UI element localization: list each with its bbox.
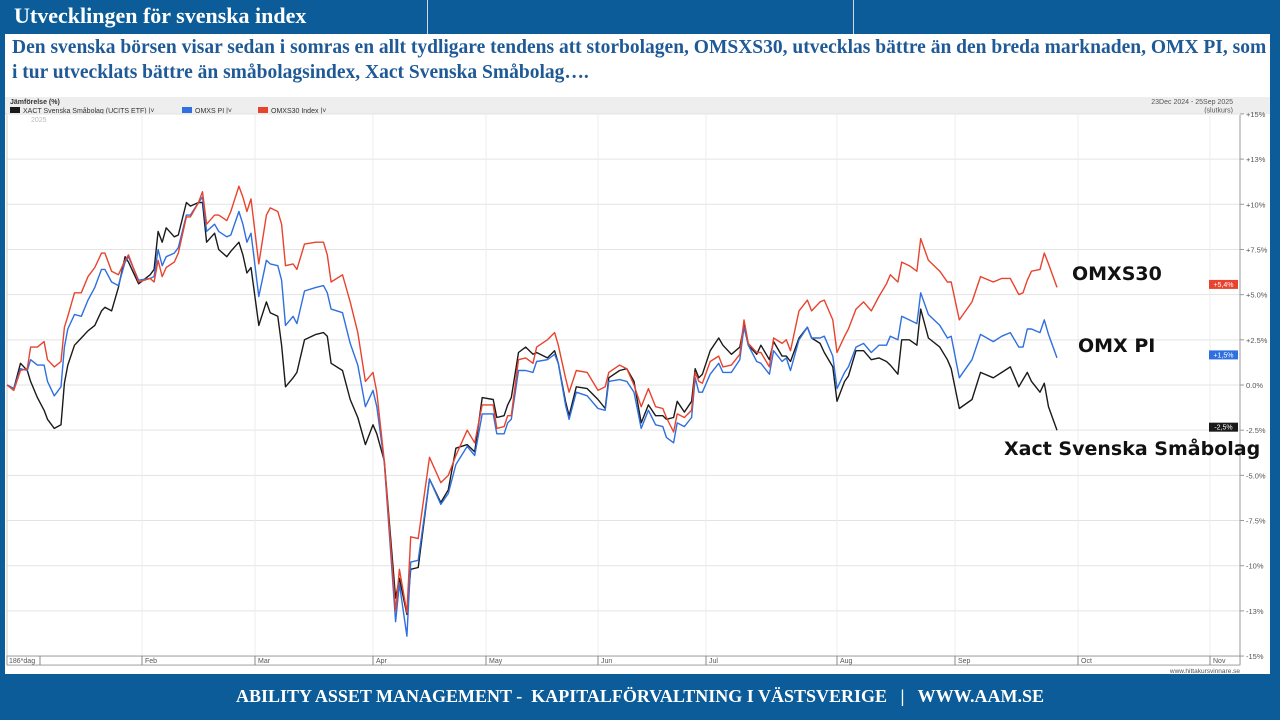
x-tick-label: May <box>489 658 503 665</box>
title-bar: Utvecklingen för svenska index <box>0 0 1280 34</box>
subtitle-area: Den svenska börsen visar sedan i somras … <box>5 34 1270 97</box>
series-line-2 <box>6 185 1058 614</box>
last-value-label: -2,5% <box>1214 425 1232 432</box>
y-tick-label: +5.0% <box>1246 291 1268 300</box>
line-chart: Jämförelse (%) 2025 23Dec 2024 - 25Sep 202… <box>5 97 1270 674</box>
series-line-0 <box>6 201 1058 616</box>
last-value-badge <box>1209 422 1238 432</box>
y-tick-label: -13% <box>1246 607 1264 616</box>
y-tick-label: +15% <box>1246 110 1266 119</box>
y-tick-label: -2.5% <box>1246 426 1266 435</box>
subtitle-text: Den svenska börsen visar sedan i somras … <box>12 37 1267 83</box>
title-divider <box>427 0 428 34</box>
period-days-label: 186*dag <box>9 658 35 665</box>
x-tick-label: Nov <box>1213 658 1226 665</box>
y-tick-label: +7.5% <box>1246 245 1268 254</box>
slide-title: Utvecklingen för svenska index <box>14 3 307 28</box>
legend-swatch <box>182 107 192 113</box>
x-tick-label: Sep <box>958 658 971 665</box>
x-axis-bar <box>6 655 1241 666</box>
series-line-1 <box>6 196 1058 637</box>
chart-title: Jämförelse (%) <box>10 99 60 106</box>
x-tick-label: Oct <box>1081 658 1092 665</box>
y-tick-label: -15% <box>1246 652 1264 661</box>
annotation-xact: Xact Svenska Småbolag <box>1004 438 1261 460</box>
x-tick-label: Apr <box>376 658 388 665</box>
source-label: www.hittakursvinnare.se <box>1169 668 1240 674</box>
footer-text: ABILITY ASSET MANAGEMENT - KAPITALFÖRVAL… <box>235 686 1045 706</box>
footer: ABILITY ASSET MANAGEMENT - KAPITALFÖRVAL… <box>0 674 1280 720</box>
y-tick-label: 0.0% <box>1246 381 1263 390</box>
x-tick-label: Jul <box>709 658 718 665</box>
last-value-label: +1,5% <box>1213 352 1233 359</box>
legend-swatch <box>258 107 268 113</box>
x-tick-label: Jun <box>601 658 612 665</box>
y-tick-label: +10% <box>1246 200 1266 209</box>
y-tick-label: -10% <box>1246 562 1264 571</box>
legend-label: OMXS PI |˅ <box>195 108 232 115</box>
last-value-badge <box>1209 350 1238 360</box>
x-tick-label: Feb <box>145 658 157 665</box>
chart-header-strip <box>5 97 1270 114</box>
year-label: 2025 <box>31 117 47 124</box>
x-tick-label: Mar <box>258 658 271 665</box>
title-divider <box>853 0 854 34</box>
period-note: (slutkurs) <box>1204 108 1233 115</box>
y-tick-label: +2.5% <box>1246 336 1268 345</box>
y-tick-label: -5.0% <box>1246 471 1266 480</box>
x-tick-label: Aug <box>840 658 853 665</box>
annotation-omxs30: OMXS30 <box>1072 263 1162 285</box>
legend-label: OMXS30 Index |˅ <box>271 108 326 115</box>
legend-swatch <box>10 107 20 113</box>
last-value-badge <box>1209 279 1238 289</box>
y-tick-label: +13% <box>1246 155 1266 164</box>
last-value-label: +5,4% <box>1213 282 1233 289</box>
period-label: 23Dec 2024 - 25Sep 2025 <box>1151 99 1233 106</box>
chart-panel: Jämförelse (%) 2025 23Dec 2024 - 25Sep 202… <box>5 97 1270 674</box>
legend-label: XACT Svenska Småbolag (UCITS ETF) |˅ <box>23 107 154 115</box>
annotation-omxpi: OMX PI <box>1078 335 1156 357</box>
y-tick-label: -7.5% <box>1246 517 1266 526</box>
